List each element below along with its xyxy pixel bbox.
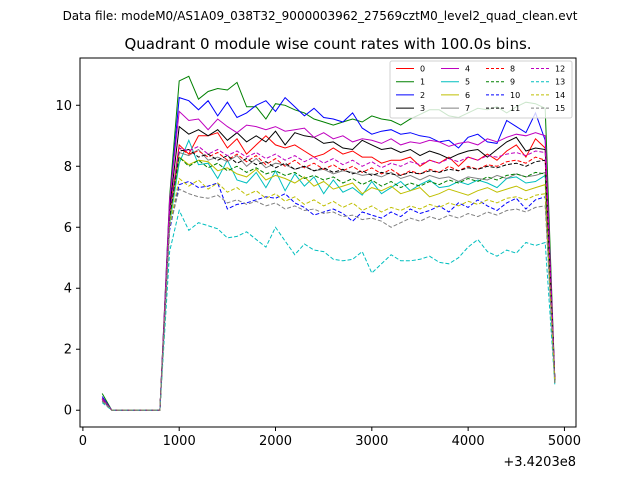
legend-label-3: 3: [420, 104, 425, 113]
x-tick-label-4000: 4000: [452, 434, 485, 449]
series-line-7: [101, 148, 556, 411]
y-tick-label-8: 8: [64, 160, 72, 175]
series-line-10: [101, 180, 556, 411]
legend-label-11: 11: [510, 104, 520, 113]
x-tick-label-3000: 3000: [355, 434, 388, 449]
legend-label-2: 2: [420, 91, 425, 100]
legend-label-15: 15: [555, 104, 565, 113]
legend-box: [389, 60, 573, 119]
x-tick-label-1000: 1000: [163, 434, 196, 449]
series-line-4: [101, 110, 556, 411]
series-line-3: [101, 125, 556, 411]
axes-frame: [79, 57, 577, 428]
legend-label-6: 6: [465, 91, 470, 100]
y-tick-label-6: 6: [64, 221, 72, 236]
x-tick-label-2000: 2000: [259, 434, 292, 449]
legend-label-9: 9: [510, 78, 515, 87]
series-line-11: [101, 148, 556, 411]
legend-label-13: 13: [555, 78, 565, 87]
series-line-12: [101, 145, 556, 411]
series-line-9: [101, 156, 556, 411]
legend-label-1: 1: [420, 78, 425, 87]
chart-title: Quadrant 0 module wise count rates with …: [124, 35, 531, 53]
x-offset-label: +3.4203e8: [503, 455, 576, 470]
x-tick-label-0: 0: [79, 434, 87, 449]
series-line-6: [101, 156, 556, 411]
series-line-13: [101, 209, 556, 411]
suptitle: Data file: modeM0/AS1A09_038T32_90000039…: [63, 9, 578, 23]
legend-label-0: 0: [420, 65, 425, 74]
legend-label-12: 12: [555, 65, 565, 74]
y-tick-label-10: 10: [55, 99, 72, 114]
legend-label-5: 5: [465, 78, 470, 87]
y-tick-label-0: 0: [64, 404, 72, 419]
series-line-15: [101, 188, 556, 411]
legend-label-7: 7: [465, 104, 470, 113]
series-line-2: [101, 96, 556, 411]
legend-label-14: 14: [555, 91, 565, 100]
x-tick-label-5000: 5000: [548, 434, 581, 449]
series-line-14: [101, 177, 556, 411]
y-tick-label-4: 4: [64, 282, 72, 297]
legend-label-4: 4: [465, 65, 470, 74]
plot-area: 0 1000 2000 3000 4000 50000246810012345678910…: [55, 57, 581, 449]
legend-label-10: 10: [510, 91, 520, 100]
y-tick-label-2: 2: [64, 343, 72, 358]
legend-label-8: 8: [510, 65, 515, 74]
